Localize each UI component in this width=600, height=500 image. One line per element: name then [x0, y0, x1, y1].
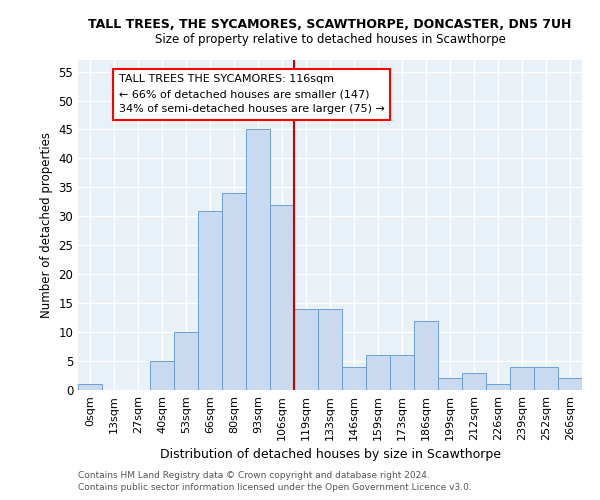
Bar: [78, 384, 102, 390]
Text: Size of property relative to detached houses in Scawthorpe: Size of property relative to detached ho…: [155, 32, 505, 46]
Bar: [414, 320, 438, 390]
Bar: [222, 193, 246, 390]
Bar: [318, 309, 342, 390]
Bar: [174, 332, 198, 390]
Bar: [438, 378, 462, 390]
Bar: [462, 372, 486, 390]
Text: Contains HM Land Registry data © Crown copyright and database right 2024.: Contains HM Land Registry data © Crown c…: [78, 471, 430, 480]
Bar: [366, 356, 390, 390]
Bar: [342, 367, 366, 390]
Text: TALL TREES THE SYCAMORES: 116sqm
← 66% of detached houses are smaller (147)
34% : TALL TREES THE SYCAMORES: 116sqm ← 66% o…: [119, 74, 385, 114]
Text: TALL TREES, THE SYCAMORES, SCAWTHORPE, DONCASTER, DN5 7UH: TALL TREES, THE SYCAMORES, SCAWTHORPE, D…: [88, 18, 572, 30]
Y-axis label: Number of detached properties: Number of detached properties: [40, 132, 53, 318]
Bar: [150, 361, 174, 390]
Bar: [294, 309, 318, 390]
Bar: [534, 367, 558, 390]
X-axis label: Distribution of detached houses by size in Scawthorpe: Distribution of detached houses by size …: [160, 448, 500, 461]
Bar: [270, 204, 294, 390]
Bar: [246, 130, 270, 390]
Bar: [558, 378, 582, 390]
Bar: [198, 210, 222, 390]
Bar: [510, 367, 534, 390]
Text: Contains public sector information licensed under the Open Government Licence v3: Contains public sector information licen…: [78, 484, 472, 492]
Bar: [486, 384, 510, 390]
Bar: [390, 356, 414, 390]
